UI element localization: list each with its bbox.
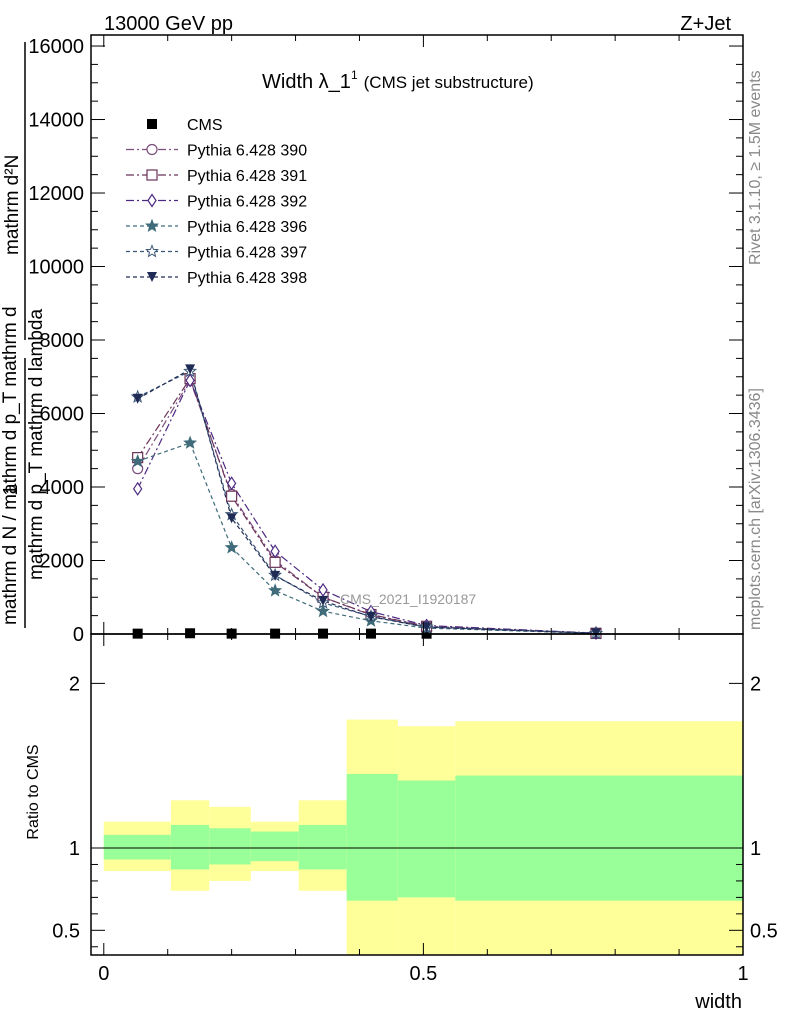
series-6-point bbox=[185, 364, 196, 375]
y-tick-label: 2000 bbox=[40, 551, 85, 573]
ratio-bands-group bbox=[91, 719, 743, 955]
analysis-watermark: CMS_2021_I1920187 bbox=[340, 591, 476, 607]
ratio-y-label: Ratio to CMS bbox=[25, 744, 42, 839]
series-line-3 bbox=[137, 378, 597, 634]
legend-label-4: Pythia 6.428 396 bbox=[187, 219, 307, 236]
legend-marker-4 bbox=[145, 218, 159, 233]
series-4-point bbox=[130, 453, 145, 468]
main-series-group bbox=[137, 368, 597, 634]
legend-marker-2 bbox=[146, 169, 158, 181]
series-line-4 bbox=[137, 442, 597, 634]
y-tick-label: 14000 bbox=[28, 110, 84, 132]
ratio-frame bbox=[90, 633, 744, 956]
main-y-ticks: 0 2000 4000 6000 8000 10000 12000 14000 16000 bbox=[28, 36, 743, 646]
ratio-band-inner-7 bbox=[455, 775, 743, 901]
ratio-y-tick-label-right: 1 bbox=[750, 838, 761, 860]
y-tick-label: 0 bbox=[73, 624, 84, 646]
series-4-point bbox=[224, 540, 239, 554]
series-6-point bbox=[318, 595, 329, 606]
legend-label-6: Pythia 6.428 398 bbox=[187, 270, 307, 287]
x-tick-label: 0.5 bbox=[409, 963, 437, 985]
series-3-point bbox=[226, 476, 237, 491]
series-6-point bbox=[132, 393, 143, 404]
legend: CMS Pythia 6.428 390 Pythia 6.428 391 Pythi… bbox=[126, 117, 307, 287]
series-6-point bbox=[270, 570, 281, 581]
legend-label-5: Pythia 6.428 397 bbox=[187, 245, 307, 262]
series-3-point bbox=[185, 373, 195, 388]
legend-marker-0 bbox=[147, 119, 157, 129]
y-tick-label: 6000 bbox=[40, 404, 85, 426]
legend-label-3: Pythia 6.428 392 bbox=[187, 194, 307, 211]
chart-title: Width λ_11 (CMS jet substructure) bbox=[262, 68, 534, 93]
series-2-point bbox=[269, 556, 281, 568]
y-tick-label: 16000 bbox=[28, 36, 84, 58]
series-3-point bbox=[132, 481, 143, 496]
series-3-point bbox=[270, 544, 280, 559]
y-tick-label: 10000 bbox=[28, 257, 84, 279]
ratio-band-inner-4 bbox=[298, 824, 347, 870]
header-left: 13000 GeV pp bbox=[104, 13, 233, 35]
y-tick-label: 8000 bbox=[40, 330, 85, 352]
ratio-y-tick-label: 1 bbox=[69, 838, 80, 860]
legend-marker-5 bbox=[145, 244, 159, 258]
series-6-point bbox=[421, 622, 432, 633]
y-label-numerator: mathrm d²N bbox=[2, 155, 23, 255]
legend-label-0: CMS bbox=[187, 117, 223, 134]
series-6-point bbox=[365, 611, 376, 622]
ratio-band-inner-6 bbox=[397, 780, 456, 898]
ratio-y-ticks: 0.5 0.5 1 1 2 2 bbox=[52, 673, 778, 948]
series-4-point bbox=[315, 603, 330, 618]
ratio-y-tick-label-right: 0.5 bbox=[750, 920, 778, 942]
ratio-y-tick-label-right: 2 bbox=[750, 673, 761, 695]
legend-marker-6 bbox=[147, 272, 157, 282]
ratio-band-inner-3 bbox=[250, 831, 299, 862]
side-rivet: Rivet 3.1.10, ≥ 1.5M events bbox=[747, 70, 764, 265]
main-markers-group bbox=[130, 363, 603, 641]
y-label-one: 1 bbox=[0, 484, 22, 495]
legend-marker-1 bbox=[146, 143, 158, 156]
ratio-band-inner-5 bbox=[346, 773, 398, 901]
ratio-y-tick-label: 0.5 bbox=[52, 920, 80, 942]
ratio-plot-frame bbox=[90, 633, 744, 956]
ratio-band-inner-2 bbox=[209, 828, 251, 865]
x-tick-label: 0 bbox=[98, 963, 109, 985]
y-tick-label: 4000 bbox=[40, 477, 85, 499]
ratio-band-inner-1 bbox=[170, 824, 210, 870]
y-label-denominator-bottom: mathrm d N / mathrm d p_T mathrm d bbox=[0, 306, 21, 625]
series-line-6 bbox=[137, 368, 597, 634]
legend-marker-3 bbox=[147, 193, 157, 208]
side-mcplots: mcplots.cern.ch [arXiv:1306.3436] bbox=[747, 388, 764, 630]
x-ticks: 0 0.5 1 bbox=[98, 35, 749, 985]
series-line-5 bbox=[137, 370, 597, 634]
series-4-point bbox=[268, 583, 283, 597]
legend-label-2: Pythia 6.428 391 bbox=[187, 168, 307, 185]
ratio-panel: 0.5 0.51 12 2 0 0.5 1 bbox=[52, 35, 778, 985]
main-panel: 0 2000 4000 6000 8000 10000 12000 14000 16000 bbox=[28, 34, 744, 646]
x-axis-label: width bbox=[694, 991, 742, 1013]
x-tick-label: 1 bbox=[737, 963, 748, 985]
series-6-point bbox=[226, 513, 237, 524]
y-label-denominator-top: mathrm d p_T mathrm d lambda bbox=[26, 309, 47, 580]
series-2-point bbox=[226, 490, 238, 502]
ratio-band-inner-0 bbox=[103, 834, 171, 860]
ratio-y-tick-label: 2 bbox=[69, 673, 80, 695]
series-4-point bbox=[183, 435, 198, 449]
y-tick-label: 12000 bbox=[28, 183, 84, 205]
main-y-label: mathrm d N / mathrm d p_T mathrm d 1 mat… bbox=[0, 42, 47, 628]
legend-label-1: Pythia 6.428 390 bbox=[187, 143, 307, 160]
header-right: Z+Jet bbox=[680, 13, 731, 35]
